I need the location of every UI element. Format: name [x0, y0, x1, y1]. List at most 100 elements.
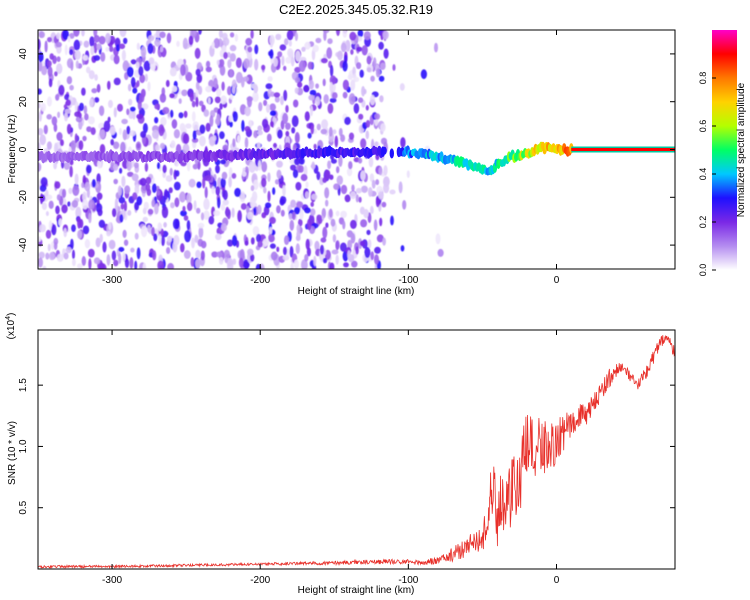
spectrogram-noise-cell [120, 141, 126, 153]
spectrogram-noise-cell [206, 60, 211, 68]
spectrogram-noise-cell [351, 260, 358, 268]
spectrogram-noise-cell [167, 263, 174, 269]
spectrogram-noise-cell [347, 74, 353, 80]
spectrogram-noise-cell [304, 41, 311, 50]
spectrogram-noise-cell [128, 98, 133, 106]
spectrogram-noise-cell [283, 65, 287, 71]
spectrogram-noise-cell [378, 75, 385, 82]
spectrogram-noise-cell [39, 224, 46, 233]
spectrogram-noise-cell [351, 184, 355, 192]
spectrogram-noise-cell [140, 131, 147, 138]
spectrogram-noise-cell [243, 58, 250, 69]
spectrogram-noise-cell [389, 189, 396, 195]
spectrogram-noise-cell [304, 253, 309, 262]
spectrogram-noise-cell [326, 47, 333, 59]
spectrogram-noise-cell [282, 112, 289, 124]
spectrogram-noise-cell [364, 246, 371, 259]
y-tick-label: 40 [18, 48, 29, 60]
spectrogram-noise-cell [88, 199, 95, 210]
spectrogram-noise-cell [38, 38, 41, 50]
spectrogram-noise-cell [191, 30, 197, 38]
spectrogram-noise-cell [65, 99, 71, 106]
spectrogram-noise-cell [216, 59, 220, 66]
spectrogram-noise-cell [276, 169, 282, 179]
spectrogram-noise-cell [109, 126, 116, 136]
spectrogram-noise-cell [298, 218, 303, 227]
spectrogram-noise-cell [342, 60, 348, 72]
spectrogram-noise-cell [327, 103, 334, 114]
spectrogram-noise-cell [84, 181, 91, 192]
spectrogram-noise-cell [294, 207, 301, 215]
spectrogram-noise-cell [325, 199, 329, 207]
spectrogram-noise-cell [108, 222, 112, 231]
spectrogram-noise-cell [229, 53, 236, 62]
spectrogram-noise-cell [329, 64, 334, 77]
spectrogram-noise-cell [64, 93, 70, 101]
spectrogram-noise-cell [257, 204, 262, 215]
spectrogram-noise-cell [298, 165, 304, 173]
spectrogram-noise-cell [123, 200, 127, 213]
spectrogram-noise-cell [340, 210, 347, 219]
spectrogram-noise-cell [113, 77, 121, 86]
spectrogram-noise-cell [205, 122, 211, 132]
spectrogram-noise-cell [277, 129, 283, 139]
spectrogram-noise-cell [437, 248, 444, 257]
spectrogram-noise-cell [145, 176, 152, 185]
spectrogram-noise-cell [122, 251, 126, 262]
spectrogram-noise-cell [323, 94, 329, 104]
spectrogram-noise-cell [77, 216, 82, 229]
spectrogram-noise-cell [195, 81, 200, 91]
spectrogram-noise-cell [316, 123, 321, 131]
spectrogram-noise-cell [72, 249, 75, 260]
spectrogram-signal-cell [389, 148, 394, 159]
spectrogram-noise-cell [132, 87, 138, 94]
spectrogram-noise-cell [130, 247, 135, 253]
spectrogram-noise-cell [69, 49, 74, 56]
spectrogram-noise-cell [232, 235, 238, 247]
spectrogram-noise-cell [234, 33, 239, 42]
spectrogram-noise-cell [46, 141, 52, 150]
spectrogram-noise-cell [118, 196, 126, 204]
snr-frame [37, 329, 676, 570]
colorbar-gradient [712, 30, 737, 270]
spectrogram-noise-cell [246, 205, 250, 214]
spectrogram-noise-cell [66, 123, 72, 135]
spectrogram-noise-cell [269, 103, 277, 111]
spectrogram-noise-cell [112, 141, 120, 150]
spectrogram-noise-cell [147, 224, 151, 233]
spectrogram-noise-cell [279, 44, 287, 51]
snr-y-label: SNR (10 * v/v) [7, 421, 18, 485]
spectrogram-noise-cell [61, 204, 68, 214]
spectrogram-noise-cell [382, 30, 389, 40]
spectrogram-noise-cell [154, 117, 159, 124]
spectrogram-noise-cell [195, 258, 201, 269]
spectrogram-noise-cell [221, 81, 225, 91]
spectrogram-noise-cell [113, 107, 117, 118]
spectrogram-noise-cell [360, 138, 367, 149]
spectrogram-noise-cell [368, 156, 374, 168]
spectrogram-noise-cell [124, 185, 131, 195]
spectrogram-noise-cell [359, 240, 366, 247]
spectrogram-noise-cell [257, 160, 262, 171]
spectrogram-noise-cell [200, 212, 205, 221]
spectrogram-noise-cell [383, 48, 389, 59]
spectrogram-noise-cell [77, 263, 83, 269]
x-tick-label: -300 [102, 275, 122, 286]
spectrogram-noise-cell [245, 37, 253, 46]
spectrogram-noise-cell [147, 208, 154, 215]
spectrogram-noise-cell [154, 103, 160, 110]
spectrogram-noise-cell [331, 249, 339, 255]
spectrogram-noise-cell [220, 159, 227, 165]
svg-text:(x104): (x104) [5, 313, 17, 340]
spectrogram-noise-cell [282, 255, 290, 261]
spectrogram-noise-cell [376, 234, 384, 243]
spectrogram-noise-cell [269, 226, 273, 235]
spectrogram-noise-cell [265, 83, 273, 90]
spectrogram-noise-cell [291, 211, 296, 221]
spectrogram-noise-cell [231, 207, 235, 218]
spectrogram-noise-cell [142, 123, 148, 134]
spectrogram-noise-cell [42, 265, 47, 269]
spectrogram-noise-cell [119, 43, 126, 50]
spectrogram-noise-cell [186, 193, 192, 205]
spectrogram-noise-cell [38, 102, 41, 109]
